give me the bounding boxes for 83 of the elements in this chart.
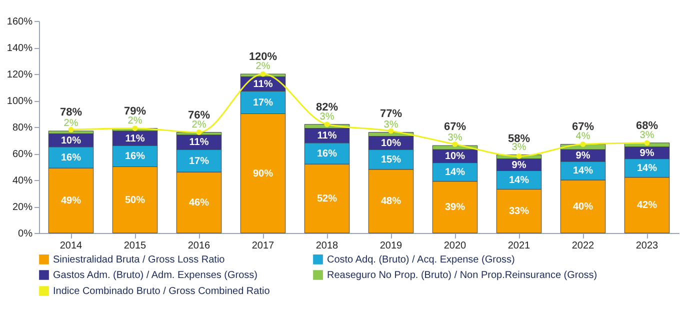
data-label: 48%: [380, 196, 402, 208]
data-label: 16%: [124, 151, 146, 162]
point: [68, 126, 74, 132]
y-tick-label: 120%: [6, 70, 33, 80]
y-tick-label: 160%: [6, 16, 33, 28]
x-tick-label: 2019: [380, 240, 403, 252]
data-label: 76%: [188, 109, 210, 122]
data-label: 79%: [124, 105, 146, 118]
point: [516, 153, 522, 159]
data-label: 49%: [60, 196, 82, 207]
data-label: 3%: [512, 142, 526, 153]
data-label: 67%: [572, 121, 594, 134]
data-label: 3%: [384, 119, 398, 130]
data-label: 17%: [252, 97, 274, 108]
data-label: 2%: [64, 118, 78, 129]
y-tick-label: 60%: [12, 149, 33, 160]
data-label: 2%: [128, 115, 142, 126]
x-tick-label: 2017: [252, 240, 275, 252]
data-label: 120%: [248, 51, 278, 63]
y-tick-label: 80%: [12, 122, 33, 134]
data-label: 14%: [636, 163, 658, 174]
point: [132, 126, 138, 132]
data-label: 77%: [380, 108, 402, 120]
data-label: 67%: [444, 121, 466, 134]
point: [324, 122, 330, 128]
x-tick-label: 2021: [508, 240, 531, 252]
data-label: 11%: [317, 130, 337, 142]
x-tick-label: 2014: [60, 240, 83, 252]
data-label: 16%: [60, 152, 82, 164]
data-label: 10%: [380, 138, 402, 149]
x-tick-label: 2022: [572, 240, 595, 252]
data-label: 82%: [316, 101, 338, 114]
data-label: 11%: [125, 133, 145, 144]
legend-label: Indice Combinado Bruto / Gross Combined Ratio: [53, 286, 270, 297]
data-label: 11%: [189, 137, 209, 148]
data-label: 40%: [572, 202, 594, 212]
data-label: 68%: [636, 120, 658, 132]
data-label: 4%: [576, 131, 590, 142]
data-label: 14%: [444, 167, 466, 178]
data-label: 3%: [320, 111, 334, 122]
data-label: 3%: [640, 130, 654, 141]
data-label: 10%: [444, 151, 466, 162]
point: [196, 130, 202, 136]
data-label: 9%: [512, 160, 526, 171]
x-tick-label: 2016: [188, 240, 211, 252]
data-label: 11%: [253, 78, 273, 90]
data-label: 46%: [188, 198, 210, 209]
data-label: 14%: [508, 175, 530, 186]
point: [388, 128, 394, 134]
y-tick-label: 140%: [6, 43, 33, 54]
x-tick-label: 2020: [444, 240, 467, 252]
data-label: 50%: [124, 194, 146, 206]
data-label: 9%: [640, 148, 654, 159]
data-label: 2%: [256, 61, 270, 72]
legend-label: Gastos Adm. (Bruto) / Adm. Expenses (Gross): [53, 270, 258, 281]
data-label: 15%: [380, 154, 402, 166]
point: [580, 141, 586, 147]
legend-label: Reaseguro No Prop. (Bruto) / Non Prop.Reinsurance (Gross): [327, 270, 598, 281]
data-label: 90%: [252, 168, 274, 180]
point: [260, 71, 266, 77]
data-label: 9%: [576, 150, 590, 162]
data-label: 78%: [60, 106, 82, 119]
data-label: 52%: [316, 194, 338, 205]
x-tick-label: 2018: [316, 240, 339, 252]
x-tick-label: 2015: [124, 240, 147, 252]
point: [644, 140, 650, 146]
legend-label: Costo Adq. (Bruto) / Acq. Expense (Gross): [327, 254, 515, 266]
data-label: 42%: [636, 200, 658, 212]
data-label: 33%: [508, 206, 530, 218]
point: [452, 141, 458, 147]
legend-label: Siniestralidad Bruta / Gross Loss Ratio: [53, 254, 226, 266]
y-tick-label: 40%: [12, 176, 33, 186]
data-label: 16%: [316, 148, 338, 160]
data-label: 3%: [448, 132, 462, 144]
x-tick-label: 2023: [636, 240, 659, 252]
data-label: 14%: [572, 166, 594, 177]
y-tick-label: 100%: [6, 96, 33, 107]
y-tick-label: 0%: [18, 228, 33, 240]
data-label: 17%: [188, 156, 210, 167]
y-tick-label: 20%: [12, 202, 33, 213]
data-label: 10%: [60, 135, 82, 146]
data-label: 39%: [444, 202, 466, 214]
data-label: 2%: [192, 119, 206, 130]
